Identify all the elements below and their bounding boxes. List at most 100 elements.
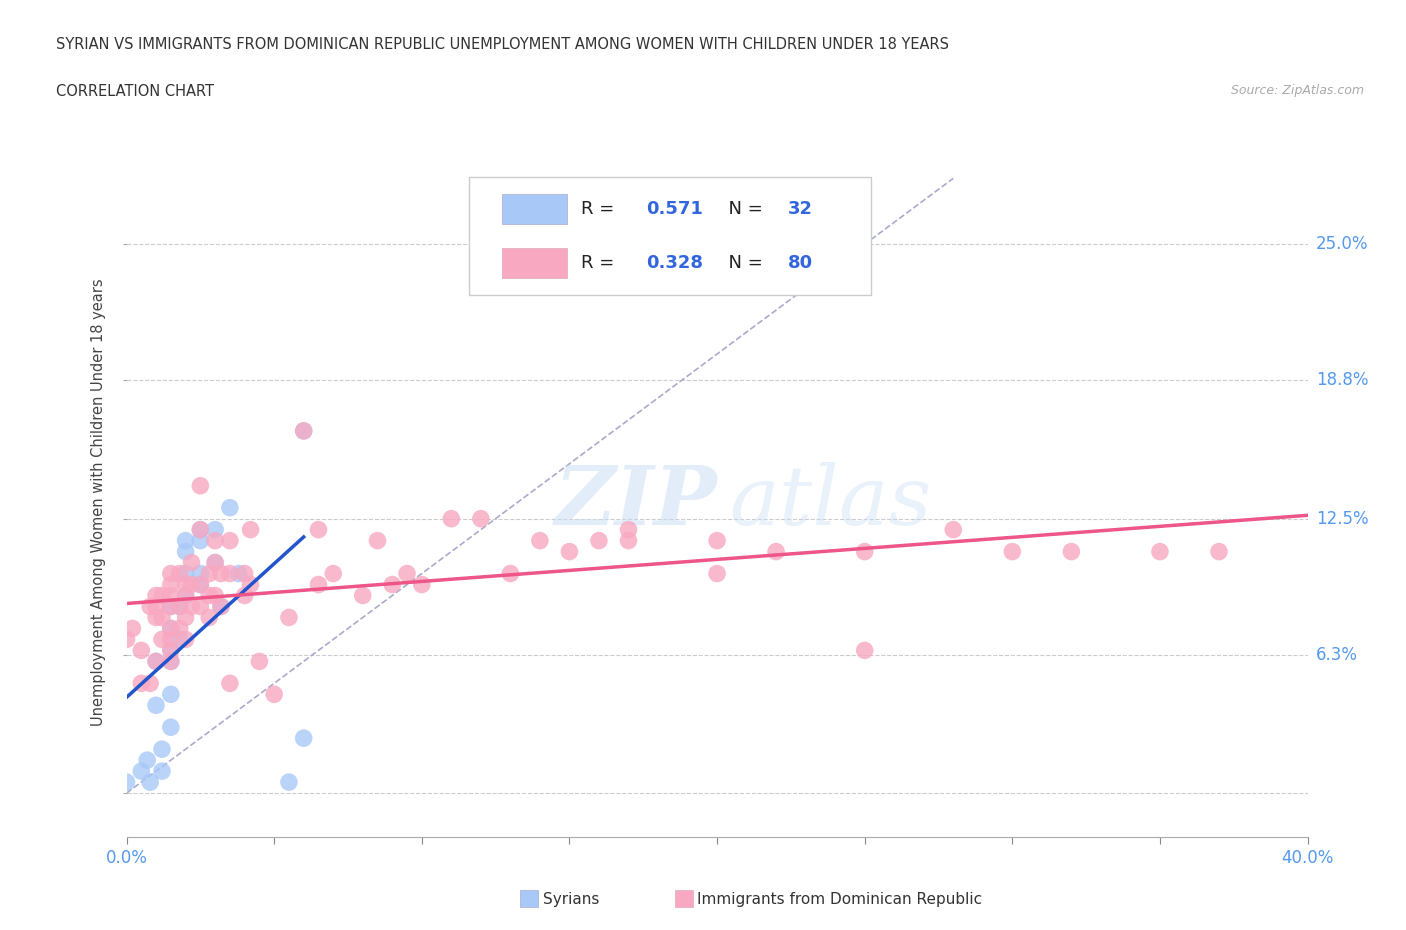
Point xyxy=(219,566,242,581)
Point xyxy=(145,654,167,669)
Point xyxy=(198,566,221,581)
Point xyxy=(396,566,419,581)
Point xyxy=(150,588,173,603)
Point xyxy=(180,578,202,592)
Point xyxy=(247,654,270,669)
Point xyxy=(145,654,167,669)
Point xyxy=(853,643,876,658)
FancyBboxPatch shape xyxy=(502,247,567,278)
Point xyxy=(307,523,329,538)
Point xyxy=(278,775,301,790)
Point xyxy=(1208,544,1230,559)
Point xyxy=(853,544,876,559)
Point xyxy=(145,698,167,712)
Text: Source: ZipAtlas.com: Source: ZipAtlas.com xyxy=(1230,84,1364,97)
Point xyxy=(159,621,183,636)
Point xyxy=(706,533,728,548)
Point xyxy=(159,588,183,603)
Point xyxy=(204,523,226,538)
Point xyxy=(588,533,610,548)
Point xyxy=(180,555,202,570)
Text: 6.3%: 6.3% xyxy=(1316,645,1358,664)
Text: CORRELATION CHART: CORRELATION CHART xyxy=(56,84,214,99)
Point xyxy=(188,599,211,614)
Point xyxy=(366,533,388,548)
Point xyxy=(174,588,197,603)
Point xyxy=(174,588,197,603)
Point xyxy=(180,599,202,614)
Point xyxy=(159,643,183,658)
Point xyxy=(115,775,138,790)
Point xyxy=(204,555,226,570)
Point xyxy=(204,533,226,548)
Point xyxy=(765,544,787,559)
Point xyxy=(219,533,242,548)
Point xyxy=(159,643,183,658)
Point xyxy=(174,632,197,647)
Point xyxy=(1149,544,1171,559)
Point xyxy=(228,566,250,581)
Point xyxy=(219,500,242,515)
Point xyxy=(204,555,226,570)
Point xyxy=(239,578,262,592)
Point xyxy=(617,533,640,548)
Point xyxy=(292,423,315,438)
Point xyxy=(219,676,242,691)
Point xyxy=(381,578,404,592)
Point xyxy=(174,533,197,548)
Point xyxy=(174,544,197,559)
Point xyxy=(145,610,167,625)
Text: Syrians: Syrians xyxy=(543,892,599,907)
Text: N =: N = xyxy=(717,200,769,219)
Point xyxy=(233,566,256,581)
Point xyxy=(292,423,315,438)
Point xyxy=(159,654,183,669)
Point xyxy=(115,632,138,647)
Point xyxy=(706,566,728,581)
Text: 0.571: 0.571 xyxy=(647,200,703,219)
Bar xyxy=(520,890,538,907)
Text: 80: 80 xyxy=(787,254,813,272)
Point xyxy=(139,775,162,790)
Point xyxy=(159,632,183,647)
Point xyxy=(150,610,173,625)
Text: 32: 32 xyxy=(787,200,813,219)
Text: Immigrants from Dominican Republic: Immigrants from Dominican Republic xyxy=(697,892,983,907)
Text: R =: R = xyxy=(581,200,620,219)
Point xyxy=(159,599,183,614)
Point xyxy=(174,610,197,625)
Point xyxy=(278,610,301,625)
Text: atlas: atlas xyxy=(728,462,931,542)
FancyBboxPatch shape xyxy=(470,178,870,295)
Point xyxy=(159,578,183,592)
Text: ZIP: ZIP xyxy=(554,462,717,542)
Point xyxy=(209,599,232,614)
Text: 0.328: 0.328 xyxy=(647,254,703,272)
Point xyxy=(198,610,221,625)
Point xyxy=(188,578,211,592)
Point xyxy=(121,621,143,636)
Point xyxy=(617,523,640,538)
Point xyxy=(159,621,183,636)
Point xyxy=(174,578,197,592)
Point xyxy=(159,566,183,581)
Point xyxy=(159,654,183,669)
Point xyxy=(188,566,211,581)
Point xyxy=(150,632,173,647)
Point xyxy=(174,566,197,581)
Point xyxy=(292,731,315,746)
Point xyxy=(129,643,153,658)
Point xyxy=(139,599,162,614)
Point xyxy=(233,588,256,603)
Point xyxy=(159,720,183,735)
Point xyxy=(1060,544,1083,559)
Point xyxy=(322,566,344,581)
Point xyxy=(204,588,226,603)
Y-axis label: Unemployment Among Women with Children Under 18 years: Unemployment Among Women with Children U… xyxy=(91,278,107,726)
Text: 18.8%: 18.8% xyxy=(1316,371,1368,390)
Point xyxy=(263,687,285,702)
Point xyxy=(169,599,191,614)
Point xyxy=(352,588,374,603)
Point xyxy=(188,523,211,538)
Point xyxy=(150,742,173,757)
